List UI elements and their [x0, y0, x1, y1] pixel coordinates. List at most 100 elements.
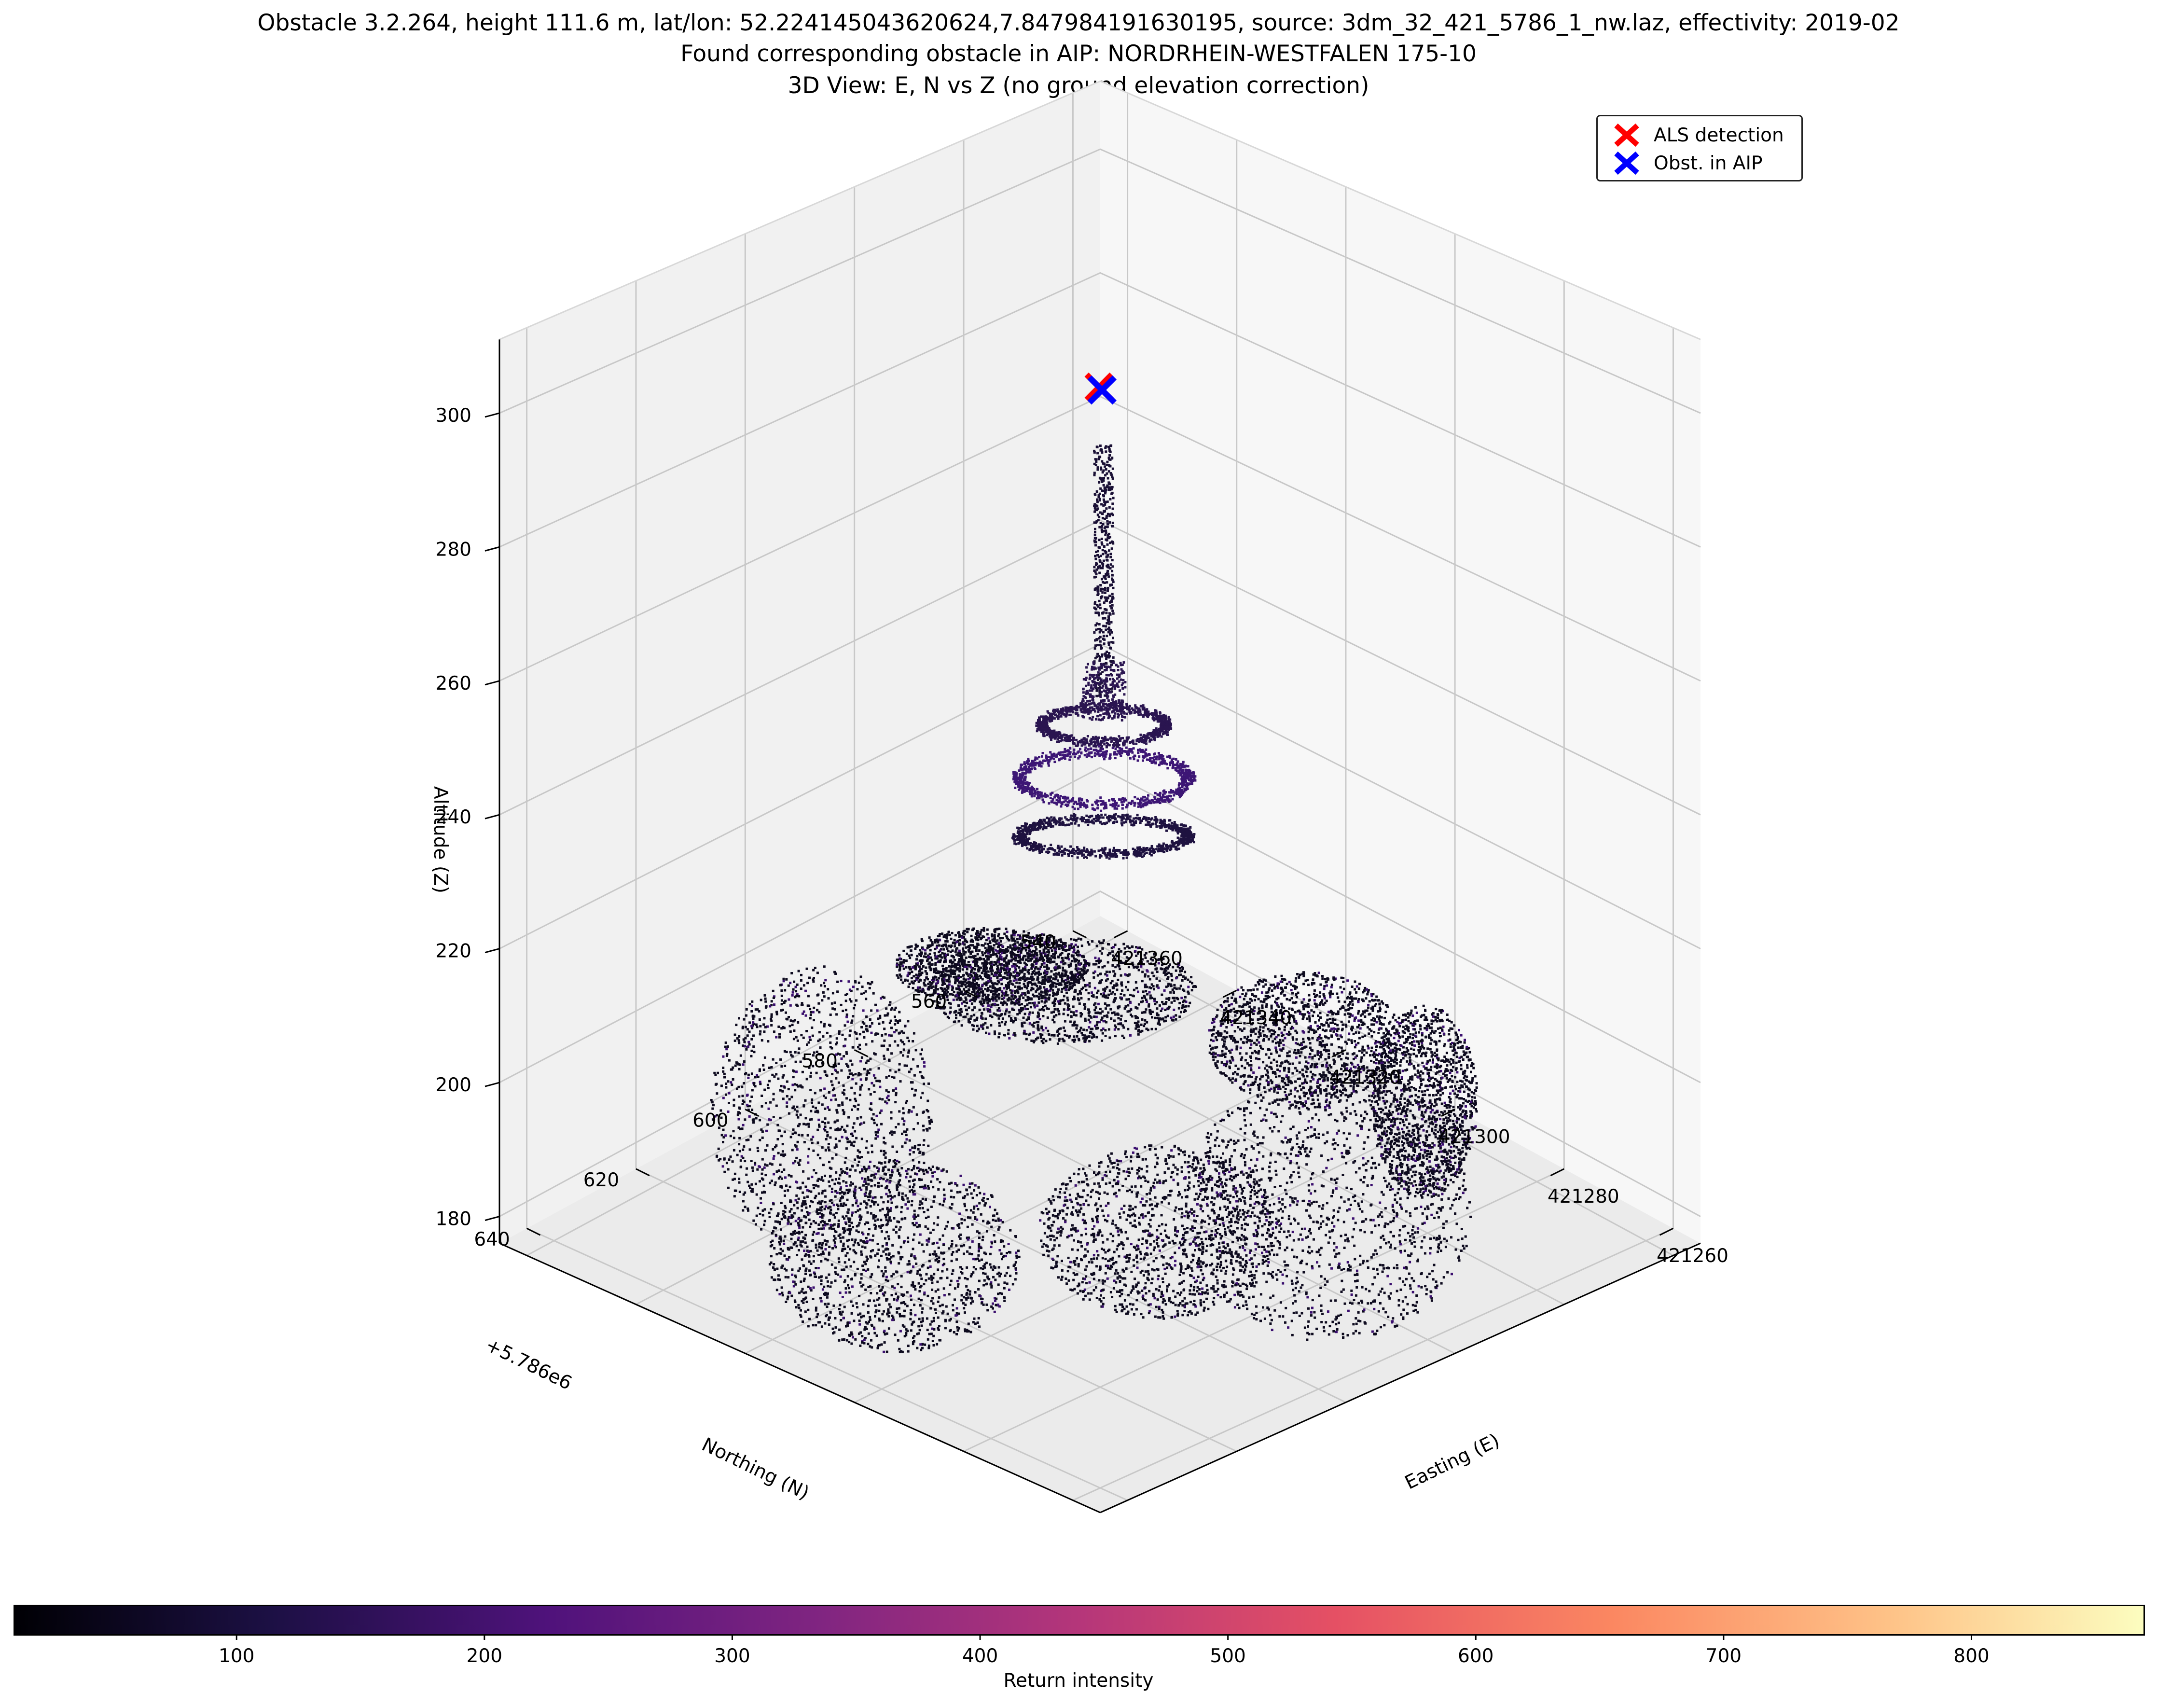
cloud-point: [880, 1123, 883, 1125]
cloud-point: [1438, 1237, 1440, 1240]
cloud-point: [1262, 1255, 1265, 1258]
cloud-point: [1245, 1172, 1248, 1175]
cloud-point: [835, 1065, 837, 1068]
cloud-point: [832, 1094, 835, 1097]
cloud-point: [741, 1027, 744, 1029]
cloud-point: [733, 1149, 735, 1152]
cloud-point: [803, 1196, 806, 1199]
cloud-point: [841, 1091, 844, 1094]
cloud-point: [857, 981, 860, 984]
cloud-point: [859, 1219, 861, 1222]
cloud-point: [929, 1231, 932, 1234]
cloud-point: [754, 1076, 757, 1079]
cloud-point: [1427, 1207, 1430, 1210]
cloud-point: [1191, 1269, 1194, 1272]
cloud-point: [805, 1206, 808, 1209]
cloud-point: [1064, 1191, 1066, 1194]
cloud-point: [1463, 1172, 1466, 1175]
cloud-point: [890, 1174, 893, 1177]
cloud-point: [1200, 1226, 1203, 1229]
cloud-point: [912, 1248, 914, 1250]
cloud-point: [1271, 1130, 1274, 1133]
cloud-point: [867, 1305, 870, 1307]
cloud-point: [1322, 1185, 1325, 1188]
cloud-point: [764, 1000, 767, 1003]
cloud-point: [1264, 1213, 1267, 1216]
cloud-point: [1168, 1156, 1171, 1159]
cloud-point: [1344, 1073, 1347, 1076]
cloud-point: [1403, 1187, 1406, 1190]
cloud-point: [798, 1224, 801, 1227]
cloud-point: [861, 1245, 864, 1248]
cloud-point: [885, 1076, 888, 1079]
cloud-point: [836, 980, 839, 983]
cloud-point: [896, 1311, 899, 1314]
cloud-point: [1206, 1289, 1209, 1291]
cloud-point: [929, 1307, 932, 1310]
cloud-point: [882, 1292, 885, 1295]
cloud-point: [823, 1208, 826, 1210]
cloud-point: [869, 1107, 871, 1110]
cloud-point: [850, 1312, 853, 1315]
cloud-point: [1365, 1218, 1368, 1221]
cloud-point: [1425, 1136, 1428, 1139]
cloud-point: [1129, 1303, 1132, 1305]
cloud-point: [824, 1125, 827, 1128]
cloud-point: [879, 1226, 882, 1229]
cloud-point: [813, 1051, 816, 1054]
cloud-point: [871, 1273, 873, 1276]
cloud-point: [1116, 1159, 1119, 1162]
cloud-point: [905, 1334, 908, 1337]
cloud-point: [978, 1232, 981, 1235]
cloud-point: [1361, 1301, 1364, 1304]
cloud-point: [1267, 1272, 1270, 1275]
cloud-point: [872, 1201, 875, 1204]
cloud-point: [1387, 1222, 1390, 1225]
cloud-point: [874, 1215, 877, 1218]
cloud-point: [760, 1105, 763, 1108]
cloud-point: [1414, 1207, 1417, 1210]
cloud-point: [1222, 1186, 1224, 1189]
cloud-point: [1455, 1193, 1458, 1196]
cloud-point: [910, 1081, 913, 1084]
cloud-point: [1454, 1212, 1457, 1215]
cloud-point: [853, 1319, 856, 1322]
cloud-point: [828, 1180, 830, 1183]
cloud-point: [1268, 1177, 1271, 1180]
cloud-point: [829, 1211, 831, 1214]
cloud-point: [1161, 1196, 1164, 1199]
cloud-point: [1444, 1157, 1447, 1160]
cloud-point: [901, 1192, 904, 1195]
cloud-point: [1315, 1200, 1318, 1203]
cloud-point: [839, 1304, 842, 1306]
cloud-point: [1350, 1289, 1353, 1292]
cloud-point: [841, 1296, 844, 1298]
cloud-point: [1421, 1222, 1424, 1225]
cloud-point: [895, 1231, 898, 1234]
cloud-point: [909, 1149, 912, 1152]
cloud-point: [1226, 1300, 1229, 1303]
cloud-point: [978, 1245, 981, 1248]
cloud-point: [1307, 1184, 1310, 1187]
cloud-point: [1262, 1206, 1265, 1208]
cloud-point: [1213, 1210, 1216, 1213]
cloud-point: [1360, 1200, 1363, 1203]
cloud-point: [1402, 1308, 1405, 1311]
cloud-point: [770, 1208, 773, 1210]
cloud-point: [840, 1240, 842, 1243]
cloud-point: [1123, 1205, 1126, 1207]
cloud-point: [1251, 1189, 1253, 1192]
cloud-point: [968, 1252, 971, 1255]
cloud-point: [1014, 1278, 1017, 1281]
cloud-point: [1356, 1272, 1359, 1275]
cloud-point: [912, 1167, 915, 1170]
cloud-point: [1345, 1117, 1348, 1120]
cloud-point: [1446, 1271, 1449, 1274]
cloud-point: [1222, 1251, 1225, 1254]
cloud-point: [854, 1273, 857, 1276]
cloud-point: [784, 1216, 787, 1219]
cloud-point: [842, 1109, 844, 1112]
cloud-point: [817, 1254, 820, 1256]
cloud-point: [869, 1025, 871, 1028]
cloud-point: [1181, 1196, 1183, 1199]
